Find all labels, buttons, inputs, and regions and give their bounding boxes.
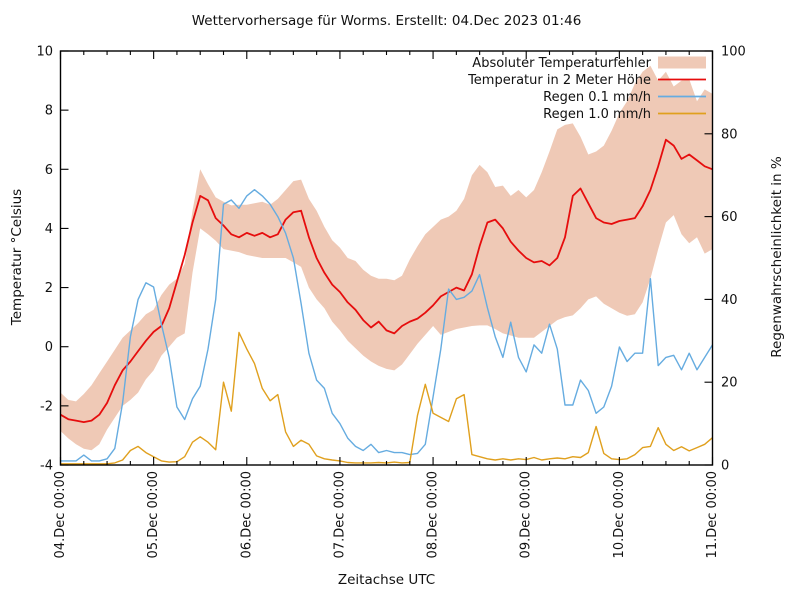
y-left-tick-label: 4 — [45, 222, 53, 237]
y-right-tick-label: 80 — [721, 127, 738, 142]
x-tick-label: 07.Dec 00:00 — [332, 471, 347, 558]
legend-label: Regen 0.1 mm/h — [543, 90, 651, 105]
x-tick-label: 11.Dec 00:00 — [705, 471, 720, 558]
legend-label: Absoluter Temperaturfehler — [472, 56, 651, 71]
legend-label: Temperatur in 2 Meter Höhe — [467, 73, 651, 88]
y-left-tick-label: 2 — [45, 281, 53, 296]
y-right-tick-label: 20 — [721, 376, 738, 391]
rain-01-line — [60, 188, 714, 462]
y-right-tick-label: 100 — [721, 45, 746, 60]
y-left-tick-label: 6 — [45, 163, 53, 178]
y-left-tick-label: 8 — [45, 104, 53, 119]
chart-title: Wettervorhersage für Worms. Erstellt: 04… — [191, 13, 582, 29]
error-band — [60, 65, 713, 451]
y-left-tick-label: -2 — [40, 399, 53, 414]
y-right-tick-label: 0 — [721, 459, 729, 474]
x-axis-label: Zeitachse UTC — [337, 572, 436, 588]
x-tick-label: 06.Dec 00:00 — [239, 471, 254, 558]
y-left-tick-label: 0 — [45, 340, 53, 355]
x-tick-label: 09.Dec 00:00 — [519, 471, 534, 558]
y-right-tick-label: 40 — [721, 293, 738, 308]
y-left-tick-label: 10 — [36, 45, 53, 60]
x-tick-label: 04.Dec 00:00 — [53, 471, 68, 558]
legend-label: Regen 1.0 mm/h — [543, 107, 651, 122]
x-tick-label: 05.Dec 00:00 — [146, 471, 161, 558]
x-tick-label: 10.Dec 00:00 — [612, 471, 627, 558]
x-tick-label: 08.Dec 00:00 — [426, 471, 441, 558]
legend-swatch — [658, 56, 706, 69]
y-right-tick-label: 60 — [721, 210, 738, 225]
y-left-tick-label: -4 — [40, 459, 53, 474]
temperature-line — [60, 138, 713, 424]
